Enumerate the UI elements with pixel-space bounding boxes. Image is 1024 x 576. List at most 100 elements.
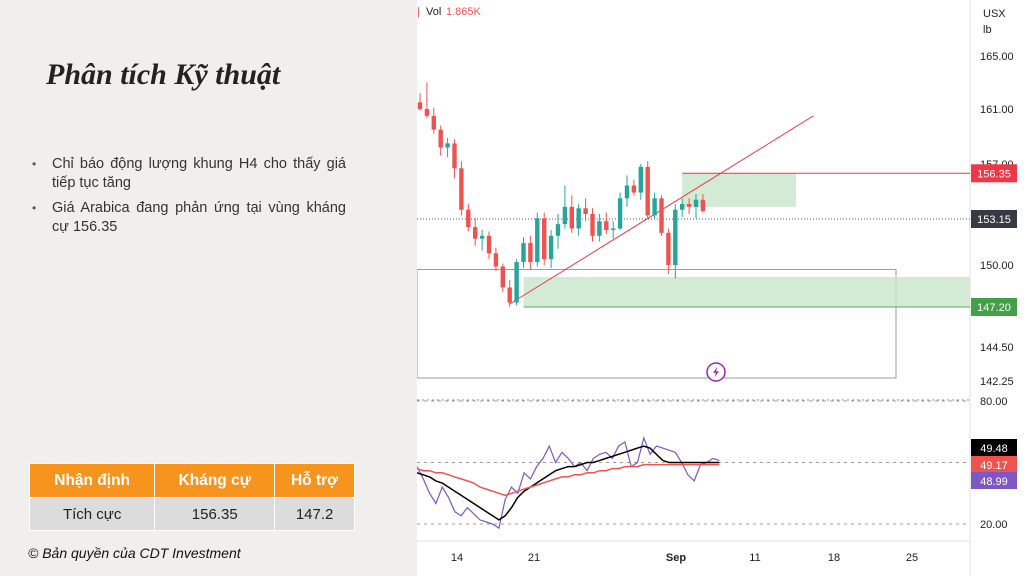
price-tick: 144.50 xyxy=(980,342,1014,354)
cell-support: 147.2 xyxy=(274,497,355,531)
candle-body xyxy=(535,218,540,263)
bullet-icon: • xyxy=(32,157,37,171)
candle-body xyxy=(569,206,574,229)
candle xyxy=(583,198,588,222)
candle xyxy=(479,229,485,251)
candle xyxy=(638,164,643,200)
candle-body xyxy=(452,143,457,169)
candle xyxy=(611,221,616,239)
candle-body xyxy=(466,209,471,228)
oscillator-series xyxy=(417,445,720,521)
cell-assessment: Tích cực xyxy=(28,497,156,531)
candle xyxy=(617,192,623,230)
flash-icon[interactable] xyxy=(706,362,726,382)
candle xyxy=(590,208,595,242)
candle xyxy=(507,280,512,307)
bullet-list: • Chỉ báo động lượng khung H4 cho thấy gi… xyxy=(30,155,346,243)
candle-body xyxy=(417,102,423,109)
oscillator-series xyxy=(417,463,720,497)
candle-body xyxy=(631,185,637,193)
candle-body xyxy=(562,206,568,225)
time-tick: Sep xyxy=(666,552,686,564)
candle-body xyxy=(479,235,485,239)
candle-body xyxy=(548,235,554,260)
candle-body xyxy=(624,185,630,199)
time-tick: 14 xyxy=(451,552,463,564)
stance-table: Nhận định Kháng cự Hỗ trợ Tích cực 156.3… xyxy=(28,463,355,531)
oscillator-value-bg xyxy=(971,439,1017,456)
candle xyxy=(631,179,637,196)
cell-resistance: 156.35 xyxy=(154,497,276,531)
candle xyxy=(445,137,450,158)
price-chart[interactable]: 165.00161.00157.00150.00144.50142.25156.… xyxy=(417,0,1024,576)
candle xyxy=(466,204,471,232)
candle xyxy=(562,185,568,229)
candle-body xyxy=(493,253,499,267)
candle xyxy=(680,198,685,217)
candle xyxy=(666,228,671,274)
candle xyxy=(597,214,602,242)
candle xyxy=(686,198,692,214)
last-price-label-text: 153.15 xyxy=(977,214,1011,226)
last-price-label-bg xyxy=(971,210,1017,228)
candle-body xyxy=(542,218,547,260)
bullet-text: Giá Arabica đang phản ứng tại vùng kháng… xyxy=(52,200,346,235)
header-support: Hỗ trợ xyxy=(274,463,355,498)
candle-body xyxy=(445,143,450,148)
candle xyxy=(473,218,478,247)
oscillator-value-label: 48.99 xyxy=(971,472,1017,489)
candle-body xyxy=(486,235,492,254)
candle-body xyxy=(645,166,650,216)
candle xyxy=(521,237,526,268)
resistance-price-label-text: 156.35 xyxy=(977,168,1011,180)
support-price-label: 147.20 xyxy=(971,298,1017,316)
unit-label: lb xyxy=(983,24,992,36)
oscillator-series xyxy=(417,435,720,530)
price-tick: 142.25 xyxy=(980,376,1014,388)
candle xyxy=(548,229,554,268)
candle xyxy=(438,125,443,156)
candle-body xyxy=(528,243,533,263)
volume-value: 1.865K xyxy=(446,6,482,18)
candle xyxy=(431,107,436,134)
oscillator-value-bg xyxy=(971,456,1017,473)
candle-body xyxy=(583,208,588,214)
bullet-text: Chỉ báo động lượng khung H4 cho thấy giá… xyxy=(52,156,346,191)
time-tick: 11 xyxy=(749,552,760,564)
oscillator-value-text: 49.48 xyxy=(980,443,1008,455)
candle xyxy=(528,235,533,270)
candle-body xyxy=(438,129,443,148)
candle-body xyxy=(514,262,519,303)
candle xyxy=(624,175,630,207)
time-tick: 18 xyxy=(828,552,840,564)
oscillator-value-bg xyxy=(971,472,1017,489)
candle-body xyxy=(459,168,464,210)
candle-body xyxy=(521,243,526,263)
candle-body xyxy=(500,266,505,288)
candle-body xyxy=(638,166,643,193)
oscillator-tick: 20.00 xyxy=(980,519,1008,531)
candle-body xyxy=(604,221,609,230)
left-panel: Phân tích Kỹ thuật • Chỉ báo động lượng k… xyxy=(0,0,417,576)
candle-body xyxy=(431,115,436,130)
slide-title: Phân tích Kỹ thuật xyxy=(46,58,281,91)
time-tick: 25 xyxy=(906,552,918,564)
candle xyxy=(693,194,699,219)
candle-body xyxy=(611,228,616,230)
candle-body xyxy=(617,198,623,229)
candle xyxy=(576,204,581,236)
price-tick: 150.00 xyxy=(980,260,1014,272)
support-price-label-text: 147.20 xyxy=(977,302,1011,314)
header-assessment: Nhận định xyxy=(28,463,156,498)
candle xyxy=(652,192,657,219)
candle xyxy=(645,161,650,219)
price-tick: 165.00 xyxy=(980,51,1014,63)
candle-body xyxy=(576,208,581,229)
range-box xyxy=(417,269,897,379)
candle xyxy=(417,93,423,111)
volume-label: Vol xyxy=(426,6,441,18)
candle xyxy=(500,263,505,292)
candle-body xyxy=(693,199,699,207)
candle-body xyxy=(473,227,478,239)
support-zone xyxy=(523,277,970,307)
